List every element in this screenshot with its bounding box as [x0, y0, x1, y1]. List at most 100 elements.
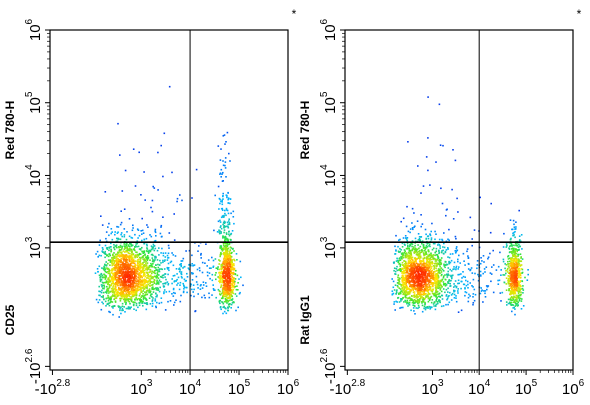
event-point [223, 226, 225, 228]
event-point [239, 260, 242, 263]
event-point [111, 261, 113, 263]
event-point [135, 294, 138, 297]
event-point [123, 256, 126, 259]
event-point [418, 254, 420, 256]
event-point [153, 282, 156, 284]
event-point [135, 245, 137, 247]
event-point [436, 290, 438, 293]
event-point [229, 273, 232, 275]
event-point [431, 248, 434, 251]
event-point [152, 276, 154, 278]
event-point [431, 282, 433, 284]
event-point [395, 300, 397, 303]
event-point [399, 251, 401, 253]
event-point [218, 229, 220, 231]
event-point [219, 280, 222, 283]
event-point [407, 251, 410, 254]
event-point [222, 242, 225, 245]
event-point [420, 297, 422, 300]
event-point [411, 227, 414, 229]
event-point [230, 286, 233, 289]
event-point [99, 276, 101, 279]
event-point [221, 173, 223, 175]
event-point [409, 275, 411, 278]
event-point [136, 256, 139, 258]
event-point [226, 238, 229, 240]
event-point [235, 269, 237, 272]
event-point [162, 283, 164, 285]
event-point [449, 268, 451, 271]
event-point [400, 257, 403, 260]
event-point [146, 293, 149, 296]
event-point [229, 238, 232, 241]
event-point [228, 251, 231, 253]
event-point [179, 281, 182, 284]
event-point [151, 277, 154, 280]
event-point [229, 275, 231, 278]
event-point [142, 256, 144, 259]
event-point [121, 266, 124, 269]
event-point [408, 262, 410, 265]
event-point [109, 298, 112, 301]
event-point [401, 281, 404, 283]
event-point [408, 292, 411, 295]
event-point [140, 272, 142, 274]
event-point [133, 260, 135, 262]
event-point [172, 287, 175, 290]
event-point [100, 308, 103, 311]
event-point [226, 196, 228, 199]
event-point [421, 268, 424, 270]
event-point [135, 287, 137, 289]
event-point [164, 256, 167, 258]
event-point [115, 283, 118, 286]
event-point [219, 198, 221, 201]
event-point [179, 284, 181, 286]
event-point [403, 249, 406, 251]
event-point [218, 276, 221, 278]
event-point [111, 257, 113, 259]
event-point [138, 253, 140, 256]
event-point [442, 305, 445, 307]
event-point [516, 255, 518, 258]
event-point [434, 287, 437, 289]
event-point [432, 254, 435, 256]
event-point [109, 274, 111, 276]
event-point [434, 308, 437, 311]
event-point [102, 302, 104, 305]
event-point [135, 309, 137, 312]
event-point [105, 290, 108, 292]
event-point [228, 220, 230, 222]
event-point [230, 262, 233, 264]
event-point [438, 249, 440, 252]
event-point [118, 254, 120, 256]
event-point [429, 277, 432, 280]
event-point [417, 253, 419, 256]
event-point [429, 264, 431, 266]
event-point [405, 301, 407, 303]
event-point [439, 265, 441, 268]
event-point [438, 287, 441, 289]
event-point [221, 207, 224, 210]
event-point [113, 257, 116, 259]
event-point [143, 258, 146, 260]
event-point [218, 263, 220, 265]
event-point [444, 282, 447, 285]
event-point [111, 269, 113, 271]
event-point [137, 289, 140, 292]
event-point [227, 284, 230, 287]
event-point [428, 298, 431, 301]
event-point [454, 250, 457, 252]
event-point [112, 313, 114, 316]
event-point [517, 294, 519, 297]
event-point [446, 263, 449, 266]
event-point [517, 289, 519, 291]
event-point [157, 287, 159, 290]
event-point [397, 279, 399, 281]
event-point [517, 268, 520, 271]
event-point [142, 305, 144, 307]
event-point [406, 267, 408, 269]
event-point [393, 267, 396, 269]
event-point [103, 252, 105, 254]
event-point [218, 300, 221, 303]
event-point [223, 244, 225, 247]
